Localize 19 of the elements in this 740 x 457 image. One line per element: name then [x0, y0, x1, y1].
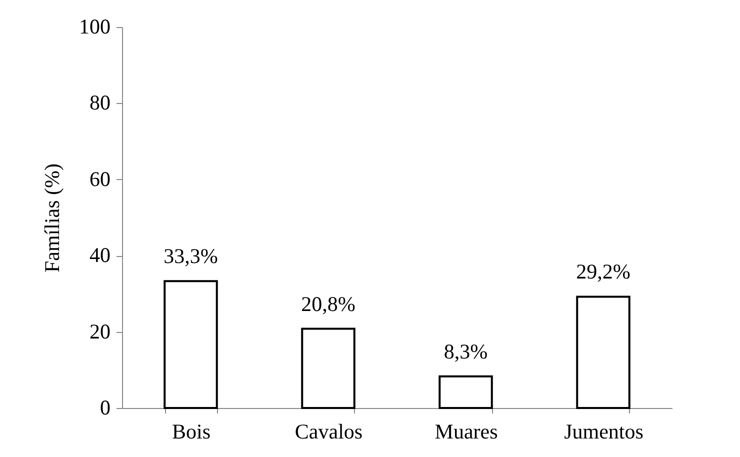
x-tick-label: Cavalos: [294, 420, 363, 444]
x-tick-label: Bois: [172, 420, 211, 444]
y-axis-title: Famílias (%): [40, 163, 64, 273]
bar: [164, 280, 218, 409]
y-tick-label: 40: [90, 243, 110, 268]
y-tick-label: 20: [90, 319, 110, 344]
bar: [301, 328, 356, 409]
bar: [438, 375, 493, 409]
data-label: 20,8%: [301, 292, 356, 316]
x-tick-label: Jumentos: [564, 420, 644, 444]
data-label: 8,3%: [444, 339, 488, 364]
data-label: 29,2%: [576, 260, 630, 284]
y-tick-label: 60: [90, 166, 110, 191]
bar: [576, 296, 630, 409]
y-tick-label: 0: [100, 396, 110, 420]
y-tick-label: 80: [90, 90, 110, 115]
data-label: 33,3%: [164, 244, 218, 268]
x-tick-label: Muares: [434, 420, 498, 444]
y-tick-label: 100: [79, 14, 110, 38]
